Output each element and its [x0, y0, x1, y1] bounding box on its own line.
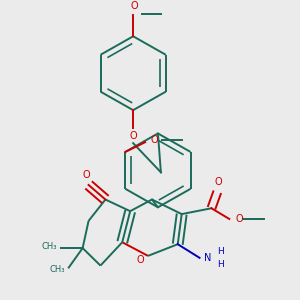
Text: O: O [129, 131, 137, 141]
Text: O: O [83, 170, 90, 180]
Text: O: O [136, 255, 144, 265]
Text: O: O [214, 177, 222, 187]
Text: O: O [150, 135, 158, 145]
Text: O: O [130, 1, 138, 11]
Text: CH₃: CH₃ [49, 265, 65, 274]
Text: O: O [235, 214, 243, 224]
Text: N: N [205, 253, 212, 263]
Text: CH₃: CH₃ [41, 242, 57, 250]
Text: H: H [218, 247, 224, 256]
Text: H: H [218, 260, 224, 269]
